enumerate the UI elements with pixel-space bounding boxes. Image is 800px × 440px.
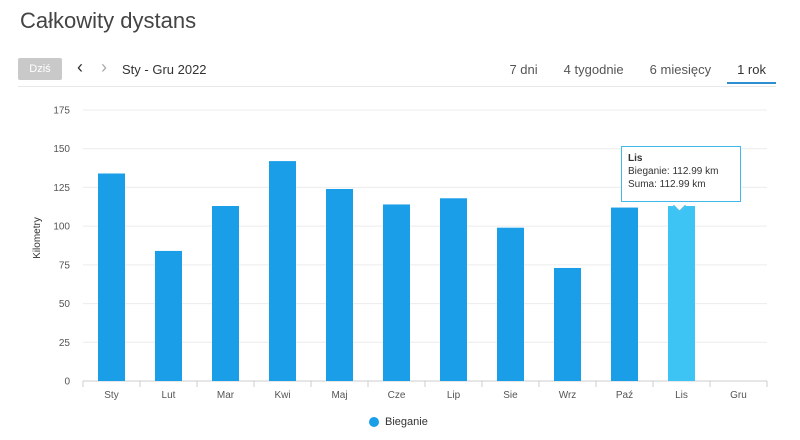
bar-9[interactable] [611, 207, 638, 381]
tab-6-months[interactable]: 6 miesięcy [649, 62, 712, 77]
y-tick-label: 150 [53, 144, 70, 155]
x-tick-label: Maj [331, 390, 347, 401]
page-title: Całkowity dystans [20, 8, 197, 33]
bar-4[interactable] [326, 188, 353, 381]
x-tick-label: Kwi [274, 390, 290, 401]
x-tick-label: Lut [162, 390, 176, 401]
y-tick-label: 175 [53, 106, 70, 117]
x-tick-label: Wrz [559, 390, 577, 401]
bar-1[interactable] [155, 250, 182, 381]
x-tick-label: Lis [675, 390, 688, 401]
period-tabs: 7 dni 4 tygodnie 6 miesięcy 1 rok [493, 56, 776, 86]
legend-marker [369, 417, 379, 427]
y-tick-label: 100 [53, 222, 70, 233]
bar-7[interactable] [497, 227, 524, 381]
chart-legend[interactable]: Bieganie [369, 416, 428, 428]
y-axis-label: Kilometry [32, 217, 43, 259]
bar-chart: Kilometry 0 25 50 75 100 125 150 175 Sty Lut Mar K… [32, 106, 768, 401]
bar-6[interactable] [440, 198, 467, 381]
y-tick-label: 75 [59, 260, 71, 271]
tab-1-year[interactable]: 1 rok [727, 56, 776, 84]
bar-2[interactable] [212, 206, 239, 381]
tab-4-weeks[interactable]: 4 tygodnie [563, 62, 624, 77]
chevron-left-icon[interactable]: ‹ [77, 57, 83, 77]
y-tick-label: 125 [53, 183, 70, 194]
tooltip-series-value: Bieganie: 112.99 km [628, 166, 719, 177]
y-tick-label: 25 [59, 338, 71, 349]
today-button[interactable]: Dziś [18, 58, 62, 80]
tab-7-days[interactable]: 7 dni [509, 62, 538, 77]
y-tick-label: 0 [64, 377, 70, 388]
bar-0[interactable] [98, 173, 125, 381]
x-tick-label: Cze [388, 390, 406, 401]
date-range-label: Sty - Gru 2022 [122, 62, 207, 77]
x-tick-label: Sty [104, 390, 118, 401]
bar-3[interactable] [269, 161, 296, 381]
x-tick-label: Sie [503, 390, 518, 401]
x-tick-label: Mar [217, 390, 235, 401]
legend-label: Bieganie [385, 416, 428, 428]
x-tick-label: Lip [447, 390, 461, 401]
y-tick-label: 50 [59, 299, 71, 310]
toolbar-divider [18, 86, 776, 87]
bar-8[interactable] [554, 267, 581, 381]
chevron-right-icon[interactable]: › [101, 57, 107, 77]
tooltip-total-value: Suma: 112.99 km [628, 179, 706, 190]
bar-5[interactable] [383, 204, 410, 381]
x-tick-label: Paź [616, 390, 633, 401]
bar-10[interactable] [668, 206, 695, 381]
chart-tooltip: Lis Bieganie: 112.99 km Suma: 112.99 km [621, 146, 741, 202]
tooltip-title: Lis [628, 153, 643, 164]
x-tick-label: Gru [730, 390, 747, 401]
toolbar: Dziś ‹ › Sty - Gru 2022 7 dni 4 tygodnie… [18, 56, 776, 86]
